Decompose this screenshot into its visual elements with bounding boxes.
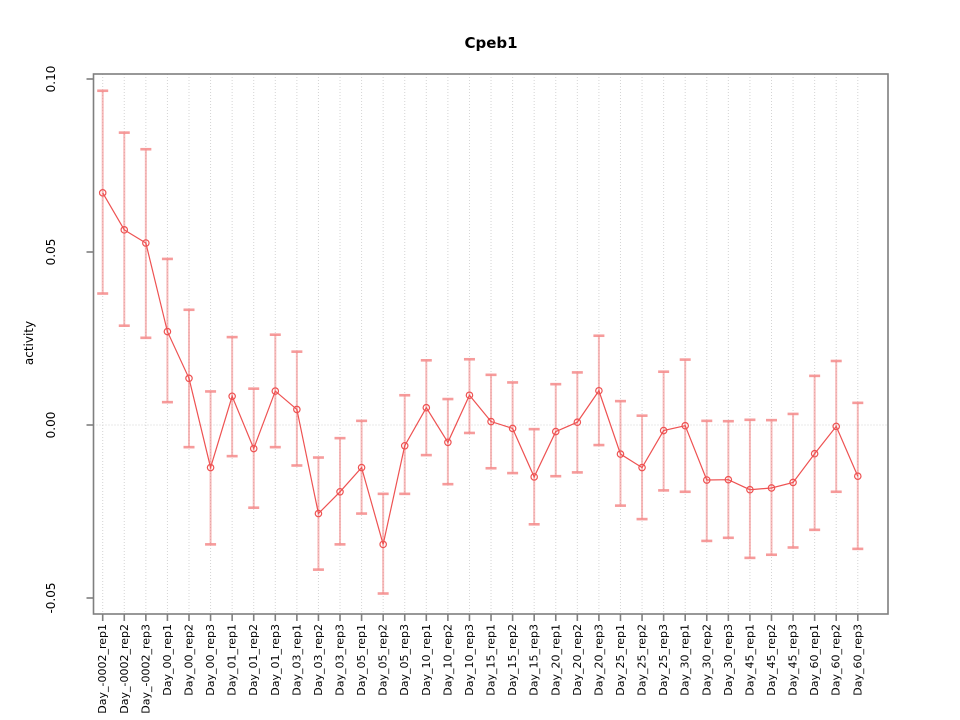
data-point-marker	[314, 509, 323, 518]
x-tick-label: Day_30_rep3	[722, 624, 735, 696]
y-tick-label: 0.10	[44, 66, 58, 93]
data-point-marker	[853, 472, 862, 481]
x-tick-label: Day_01_rep2	[247, 624, 260, 696]
data-point-marker	[98, 189, 107, 197]
data-point-marker	[249, 444, 258, 453]
x-tick-label: Day_45_rep2	[765, 624, 778, 696]
x-tick-label: Day_03_rep1	[290, 624, 303, 696]
x-tick-label: Day_01_rep1	[226, 624, 239, 696]
data-point-marker	[336, 487, 344, 496]
x-tick-label: Day_15_rep3	[528, 624, 541, 696]
x-tick-label: Day_60_rep1	[808, 624, 821, 696]
data-point-marker	[163, 327, 172, 336]
data-point-marker	[832, 422, 841, 431]
x-tick-label: Day_10_rep2	[441, 624, 454, 696]
data-point-marker	[616, 450, 625, 458]
x-tick-label: Day_10_rep3	[463, 624, 476, 696]
x-tick-label: Day_05_rep2	[377, 624, 390, 696]
x-tick-label: Day_30_rep1	[679, 624, 692, 696]
x-tick-label: Day_10_rep1	[420, 624, 433, 696]
data-point-marker	[530, 473, 538, 481]
x-tick-label: Day_15_rep1	[485, 624, 498, 696]
x-tick-label: Day_05_rep1	[355, 624, 368, 696]
data-point-marker	[508, 424, 517, 433]
data-point-marker	[293, 405, 301, 414]
x-tick-label: Day_60_rep3	[851, 624, 864, 696]
x-tick-label: Day_15_rep2	[506, 624, 519, 696]
data-point-marker	[595, 386, 603, 395]
data-point-marker	[379, 540, 387, 549]
data-point-marker	[702, 476, 711, 484]
data-point-marker	[185, 374, 193, 383]
y-tick-label: -0.05	[44, 582, 58, 613]
x-tick-label: Day_03_rep3	[334, 624, 347, 696]
data-point-marker	[573, 418, 582, 427]
data-point-marker	[638, 463, 646, 472]
x-tick-label: Day_20_rep1	[549, 624, 562, 696]
data-point-marker	[724, 475, 733, 484]
x-tick-label: Day_30_rep2	[700, 624, 713, 696]
x-tick-label: Day_01_rep3	[269, 624, 282, 696]
x-tick-label: Day_45_rep3	[787, 624, 800, 696]
data-point-marker	[551, 427, 560, 436]
data-point-marker	[228, 392, 236, 401]
data-point-marker	[789, 478, 797, 487]
x-tick-label: Day_00_rep2	[182, 624, 195, 696]
x-tick-label: Day_60_rep2	[830, 624, 843, 696]
x-tick-label: Day_25_rep1	[614, 624, 627, 696]
x-tick-label: Day_00_rep1	[161, 624, 174, 696]
x-tick-label: Day_20_rep3	[592, 624, 605, 696]
data-point-marker	[681, 421, 689, 430]
data-point-marker	[422, 403, 431, 412]
data-point-marker	[142, 239, 150, 247]
y-tick-label: 0.00	[44, 412, 58, 439]
data-point-marker	[444, 438, 452, 447]
data-point-marker	[746, 485, 754, 494]
data-point-marker	[810, 449, 819, 458]
data-point-marker	[206, 463, 215, 472]
x-tick-label: Day_-0002_rep2	[118, 624, 131, 714]
x-tick-label: Day_25_rep3	[657, 624, 670, 696]
data-point-marker	[465, 391, 474, 400]
data-point-marker	[271, 387, 280, 395]
data-point-marker	[767, 484, 776, 492]
series-line	[102, 192, 859, 545]
x-tick-label: Day_25_rep2	[636, 624, 649, 696]
chart-title: Cpeb1	[464, 34, 518, 52]
x-tick-label: Day_05_rep3	[398, 624, 411, 696]
x-tick-label: Day_00_rep3	[204, 624, 217, 696]
x-tick-label: Day_-0002_rep1	[96, 624, 109, 714]
x-tick-label: Day_-0002_rep3	[139, 624, 152, 714]
data-point-marker	[400, 441, 409, 450]
x-tick-label: Day_45_rep1	[743, 624, 756, 696]
x-tick-label: Day_03_rep2	[312, 624, 325, 696]
x-tick-label: Day_20_rep2	[571, 624, 584, 696]
data-point-marker	[487, 417, 495, 426]
data-point-marker	[120, 226, 129, 234]
y-tick-label: 0.05	[44, 239, 58, 266]
data-point-marker	[659, 426, 668, 435]
data-point-marker	[357, 463, 366, 472]
